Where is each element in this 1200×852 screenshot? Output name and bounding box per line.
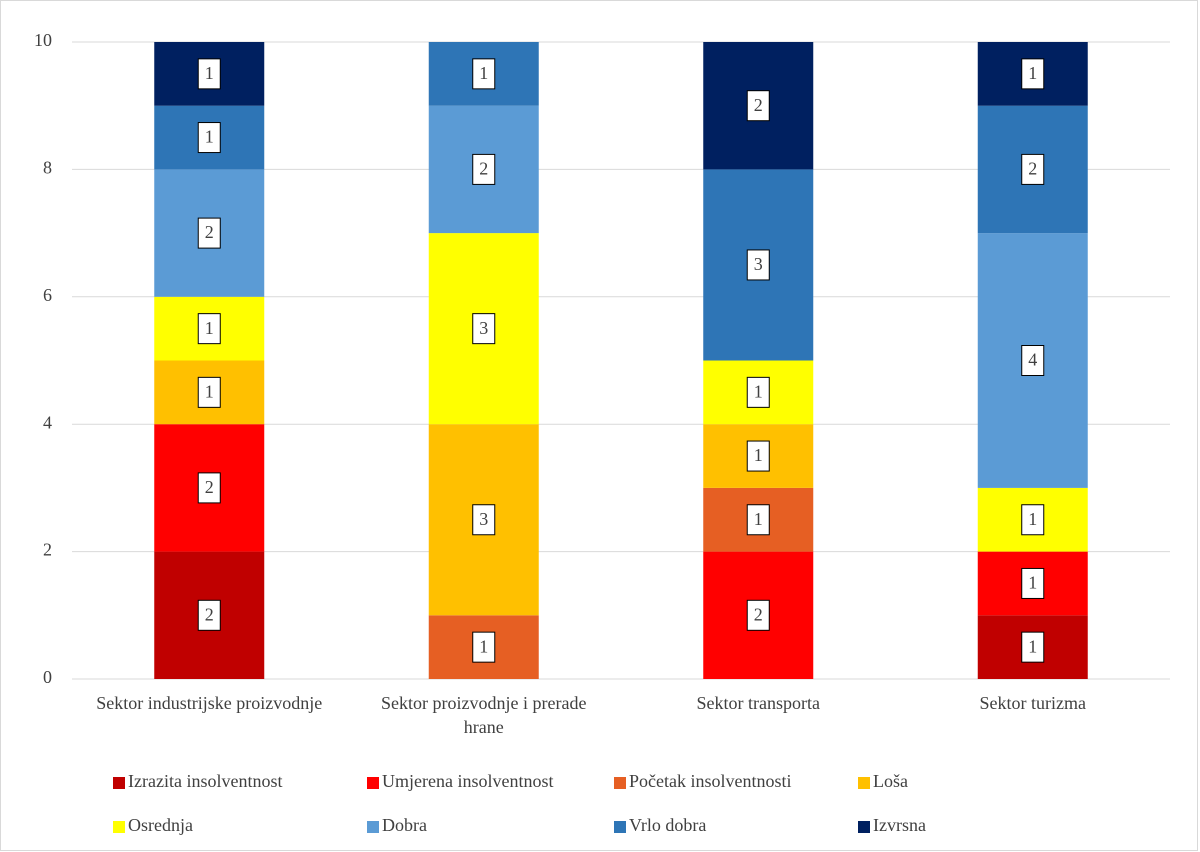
legend-swatch <box>858 777 870 789</box>
data-label-box <box>472 153 496 185</box>
data-label: 1 <box>205 381 214 401</box>
y-tick-label: 0 <box>43 667 52 687</box>
legend-label: Umjerena insolventnost <box>382 771 553 791</box>
data-label: 1 <box>754 445 763 465</box>
data-label-box <box>1021 153 1045 185</box>
data-label-box <box>197 313 221 345</box>
data-label-box <box>1021 567 1045 599</box>
data-label-box <box>1021 58 1045 90</box>
data-label: 2 <box>754 95 763 115</box>
data-label: 2 <box>205 222 214 242</box>
data-label-box <box>746 249 770 281</box>
y-tick-label: 10 <box>34 30 52 50</box>
legend-label: Početak insolventnosti <box>629 771 791 791</box>
data-label-box <box>746 90 770 122</box>
data-label: 4 <box>1028 350 1037 370</box>
legend-swatch <box>367 777 379 789</box>
legend-swatch <box>858 821 870 833</box>
x-tick-label: Sektor turizma <box>980 693 1086 713</box>
legend-label: Vrlo dobra <box>629 815 706 835</box>
y-tick-label: 2 <box>43 540 52 560</box>
data-label-box <box>197 58 221 90</box>
data-label: 1 <box>205 63 214 83</box>
data-label: 1 <box>479 636 488 656</box>
x-tick-label: Sektor proizvodnje i prerade hrane <box>381 693 586 737</box>
legend-label: Izvrsna <box>873 815 926 835</box>
data-label-box <box>197 122 221 154</box>
legend-swatch <box>614 821 626 833</box>
x-tick-label: Sektor transporta <box>697 693 820 713</box>
data-label: 1 <box>205 127 214 147</box>
data-label: 3 <box>754 254 763 274</box>
legend-label: Izrazita insolventnost <box>128 771 282 791</box>
legend-swatch <box>614 777 626 789</box>
y-tick-label: 6 <box>43 285 52 305</box>
data-label-box <box>746 376 770 408</box>
data-label-box <box>472 313 496 345</box>
legend-swatch <box>113 821 125 833</box>
legend-label: Osrednja <box>128 815 193 835</box>
data-label: 1 <box>754 381 763 401</box>
data-label: 2 <box>1028 159 1037 179</box>
data-label-box <box>1021 504 1045 536</box>
data-label: 1 <box>754 509 763 529</box>
data-label-box <box>197 599 221 631</box>
data-label: 3 <box>479 318 488 338</box>
data-label-box <box>1021 631 1045 663</box>
data-label: 1 <box>205 318 214 338</box>
data-label-box <box>472 504 496 536</box>
data-label-box <box>197 472 221 504</box>
data-label: 2 <box>205 477 214 497</box>
data-label-box <box>197 217 221 249</box>
legend-swatch <box>113 777 125 789</box>
legend-swatch <box>367 821 379 833</box>
data-label: 3 <box>479 509 488 529</box>
data-label-box <box>197 376 221 408</box>
y-tick-label: 4 <box>43 412 52 432</box>
data-label: 2 <box>205 604 214 624</box>
data-label-box <box>1021 345 1045 376</box>
data-label: 2 <box>754 604 763 624</box>
data-label: 1 <box>1028 573 1037 593</box>
data-label: 1 <box>1028 636 1037 656</box>
data-label-box <box>746 504 770 536</box>
legend-label: Loša <box>873 771 908 791</box>
y-tick-label: 8 <box>43 158 52 178</box>
data-label: 1 <box>1028 509 1037 529</box>
data-label-box <box>746 440 770 472</box>
data-label-box <box>472 58 496 90</box>
data-label: 2 <box>479 159 488 179</box>
x-tick-label: Sektor industrijske proizvodnje <box>96 693 322 713</box>
data-label: 1 <box>1028 63 1037 83</box>
data-label: 1 <box>479 63 488 83</box>
data-label-box <box>472 631 496 663</box>
legend-label: Dobra <box>382 815 427 835</box>
data-label-box <box>746 599 770 631</box>
